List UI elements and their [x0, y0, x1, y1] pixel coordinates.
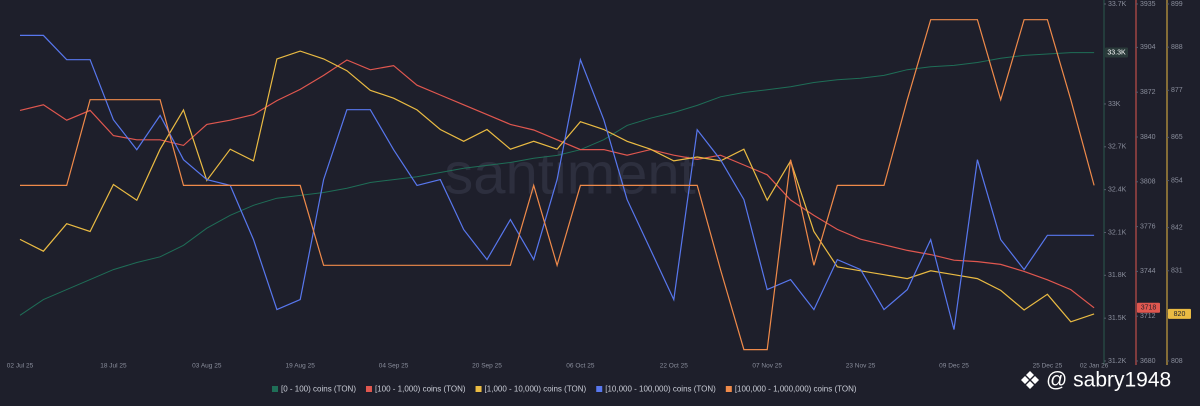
y-tick-label: 3744 — [1140, 268, 1156, 275]
last-value-label: 3718 — [1141, 305, 1157, 312]
x-tick-label: 07 Nov 25 — [752, 363, 782, 370]
legend-swatch — [272, 386, 278, 392]
y-tick-label: 3935 — [1140, 1, 1156, 8]
x-tick-label: 03 Aug 25 — [192, 363, 222, 370]
last-value-badge — [1168, 308, 1191, 319]
x-tick-label: 20 Sep 25 — [472, 363, 502, 370]
y-tick-label: 32.1K — [1108, 229, 1127, 236]
series-line — [19, 50, 1095, 323]
legend-swatch — [725, 386, 732, 392]
y-tick-label: 808 — [1171, 358, 1183, 365]
y-tick-label: 877 — [1171, 87, 1183, 94]
credit-icon — [1021, 371, 1039, 389]
x-tick-label: 22 Oct 25 — [660, 363, 689, 370]
legend-label: [10,000 - 100,000) coins (TON) — [605, 385, 716, 394]
last-value-badge — [1105, 47, 1128, 58]
y-tick-label: 3680 — [1140, 358, 1156, 365]
y-tick-label: 831 — [1171, 268, 1183, 275]
legend-swatch — [475, 386, 482, 392]
legend-label: [100,000 - 1,000,000) coins (TON) — [735, 385, 857, 394]
x-tick-label: 18 Jul 25 — [100, 363, 127, 370]
y-tick-label: 3712 — [1140, 313, 1156, 320]
y-tick-label: 33K — [1108, 101, 1121, 108]
series-line — [19, 52, 1095, 316]
y-tick-label: 3776 — [1140, 223, 1156, 230]
y-tick-label: 3808 — [1140, 179, 1156, 186]
y-tick-label: 3872 — [1140, 89, 1156, 96]
y-tick-label: 899 — [1171, 1, 1183, 8]
last-value-badge — [1137, 302, 1160, 313]
last-value-label: 820 — [1174, 311, 1186, 318]
y-tick-label: 33.7K — [1108, 1, 1127, 8]
series-line — [19, 59, 1095, 309]
x-tick-label: 02 Jan 26 — [1080, 363, 1109, 370]
legend-swatch — [365, 386, 372, 392]
series-line — [20, 34, 1095, 330]
y-tick-label: 888 — [1171, 44, 1183, 51]
legend-label: [0 - 100) coins (TON) — [281, 385, 356, 394]
legend: [0 - 100) coins (TON) [100 - 1,000) coins… — [272, 385, 857, 394]
x-tick-label: 25 Dec 25 — [1033, 363, 1063, 370]
x-tick-label: 23 Nov 25 — [846, 363, 876, 370]
legend-label: [1,000 - 10,000) coins (TON) — [485, 385, 587, 394]
y-tick-label: 854 — [1171, 177, 1183, 184]
y-tick-label: 32.7K — [1108, 144, 1127, 151]
x-tick-label: 04 Sep 25 — [379, 363, 409, 370]
last-value-label: 33.3K — [1107, 49, 1126, 56]
y-tick-label: 31.2K — [1108, 358, 1127, 365]
x-tick-label: 02 Jul 25 — [7, 363, 34, 370]
x-tick-label: 06 Oct 25 — [566, 363, 595, 370]
series-line — [20, 19, 1095, 351]
y-tick-label: 842 — [1171, 224, 1183, 231]
y-tick-label: 3840 — [1140, 134, 1156, 141]
y-tick-label: 31.5K — [1108, 315, 1127, 322]
legend-label: [100 - 1,000) coins (TON) — [375, 385, 466, 394]
y-tick-label: 865 — [1171, 134, 1183, 141]
legend-swatch — [596, 386, 603, 392]
x-tick-label: 19 Aug 25 — [286, 363, 316, 370]
y-tick-label: 31.8K — [1108, 272, 1127, 279]
credit: @ sabry1948 — [1046, 369, 1171, 392]
y-tick-label: 32.4K — [1108, 186, 1127, 193]
x-tick-label: 09 Dec 25 — [939, 363, 969, 370]
y-tick-label: 3904 — [1140, 44, 1156, 51]
